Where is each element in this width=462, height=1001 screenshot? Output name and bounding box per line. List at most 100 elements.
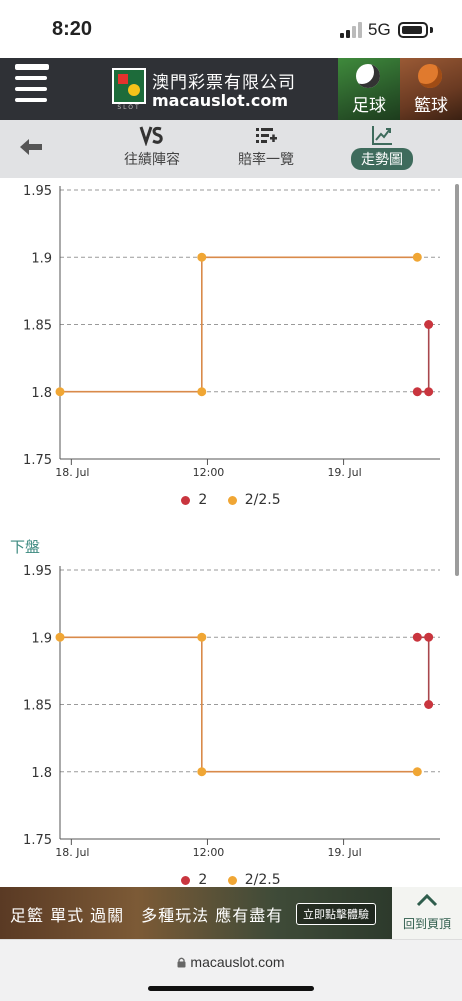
legend-dot <box>181 495 191 505</box>
y-tick-label: 1.85 <box>23 319 52 334</box>
lock-icon <box>177 957 186 968</box>
chart-lower-legend: 2 2/2.5 <box>0 872 462 888</box>
hamburger-icon-bar <box>15 87 47 91</box>
y-tick-label: 1.75 <box>23 833 52 848</box>
logo-domain: macauslot.com <box>152 91 289 110</box>
legend-label: 2/2.5 <box>244 492 281 508</box>
url-text: macauslot.com <box>0 954 462 970</box>
tab-odds[interactable]: 賠率一覽 <box>218 124 314 170</box>
y-tick-label: 1.95 <box>23 564 52 579</box>
trend-icon <box>372 126 392 145</box>
data-point <box>424 632 434 642</box>
home-indicator <box>148 986 314 991</box>
football-button[interactable]: 足球 <box>338 58 400 120</box>
legend-dot <box>181 875 191 885</box>
chevron-up-icon <box>416 893 438 907</box>
battery-tip <box>430 27 433 33</box>
football-label: 足球 <box>352 96 386 116</box>
series-line-orange <box>60 256 418 393</box>
logo-slot-text: SLOT <box>117 104 141 111</box>
chart-lower-svg: 1.75 1.8 1.85 1.9 1.95 18. Jul 12:00 19. Jul <box>23 564 440 859</box>
browser-url-bar[interactable]: macauslot.com <box>0 939 462 1001</box>
tab-label: 賠率一覽 <box>238 152 294 168</box>
x-tick-label: 18. Jul <box>55 466 89 478</box>
basketball-button[interactable]: 籃球 <box>400 58 462 120</box>
data-point <box>55 387 65 397</box>
menu-button[interactable] <box>0 58 62 120</box>
list-add-icon <box>256 128 277 143</box>
x-tick-label: 12:00 <box>193 466 225 478</box>
promo-banner[interactable]: 足籃 單式 過關 多種玩法 應有盡有 立即點擊體驗 <box>0 887 392 939</box>
site-header: SLOT 澳門彩票有限公司 macauslot.com 足球 籃球 <box>0 58 462 120</box>
y-tick-label: 1.8 <box>31 386 52 401</box>
x-tick-label: 18. Jul <box>55 846 89 858</box>
tab-history[interactable]: 往績陣容 <box>104 124 200 170</box>
scrollbar[interactable] <box>455 184 459 576</box>
series-line-red <box>417 636 430 705</box>
data-point <box>424 387 434 397</box>
url-label: macauslot.com <box>190 954 285 970</box>
data-point <box>412 767 422 777</box>
logo-chinese-name: 澳門彩票有限公司 <box>152 73 296 93</box>
data-point <box>412 252 422 262</box>
legend-label: 2 <box>198 872 208 888</box>
status-time: 8:20 <box>52 18 93 40</box>
legend-dot <box>227 875 237 885</box>
vs-icon <box>139 126 163 146</box>
y-tick-label: 1.8 <box>31 766 52 781</box>
legend-label: 2/2.5 <box>244 872 281 888</box>
data-point <box>424 700 434 709</box>
network-label: 5G <box>368 20 391 39</box>
chart-upper: 1.75 1.8 1.85 1.9 1.95 18. Jul 12:00 19. Jul <box>0 178 462 479</box>
data-point <box>197 252 207 262</box>
logo-badge-icon <box>112 68 146 104</box>
basketball-icon <box>418 64 442 88</box>
y-tick-label: 1.75 <box>23 453 52 468</box>
hamburger-icon-bar <box>15 98 47 102</box>
football-icon <box>356 64 380 88</box>
back-to-top-label: 回到頁頂 <box>402 917 451 931</box>
x-tick-label: 19. Jul <box>327 846 361 858</box>
bottom-banner: 足籃 單式 過關 多種玩法 應有盡有 立即點擊體驗 回到頁頂 <box>0 887 462 939</box>
x-tick-label: 19. Jul <box>327 466 361 478</box>
data-point <box>197 387 207 397</box>
chart-upper-legend: 2 2/2.5 <box>0 492 462 508</box>
legend-item[interactable]: 2/2.5 <box>227 492 281 508</box>
tab-trend[interactable]: 走勢圖 <box>334 124 430 170</box>
site-logo[interactable]: SLOT 澳門彩票有限公司 macauslot.com <box>112 66 295 114</box>
legend-item[interactable]: 2/2.5 <box>227 872 281 888</box>
data-point <box>424 320 434 329</box>
notification-dot <box>15 64 49 70</box>
legend-label: 2 <box>198 492 208 508</box>
x-tick-label: 12:00 <box>193 846 225 858</box>
data-point <box>412 632 422 642</box>
signal-icon <box>340 22 362 38</box>
y-tick-label: 1.95 <box>23 184 52 199</box>
legend-item[interactable]: 2 <box>181 872 207 888</box>
y-tick-label: 1.85 <box>23 699 52 714</box>
series-line-orange <box>60 636 418 773</box>
battery-icon <box>398 22 428 38</box>
chart-upper-svg: 1.75 1.8 1.85 1.9 1.95 18. Jul 12:00 19. Jul <box>23 184 440 479</box>
data-point <box>412 387 422 397</box>
y-tick-label: 1.9 <box>31 251 52 266</box>
tab-label: 走勢圖 <box>351 148 413 170</box>
legend-dot <box>227 495 237 505</box>
y-tick-label: 1.9 <box>31 631 52 646</box>
back-arrow-icon[interactable] <box>18 136 44 158</box>
section-title-lower: 下盤 <box>10 538 41 556</box>
data-point <box>55 632 65 642</box>
chart-lower: 1.75 1.8 1.85 1.9 1.95 18. Jul 12:00 19. Jul <box>0 558 462 859</box>
hamburger-icon-bar <box>15 76 47 80</box>
series-line-red <box>417 324 430 393</box>
data-point <box>197 632 207 642</box>
promo-text: 足籃 單式 過關 多種玩法 應有盡有 <box>10 906 284 925</box>
promo-cta-button[interactable]: 立即點擊體驗 <box>296 903 376 925</box>
status-bar: 8:20 5G <box>0 0 462 58</box>
basketball-label: 籃球 <box>414 96 448 116</box>
legend-item[interactable]: 2 <box>181 492 207 508</box>
back-to-top-button[interactable]: 回到頁頂 <box>392 887 462 939</box>
data-point <box>197 767 207 777</box>
tab-bar: 往績陣容 賠率一覽 走勢圖 <box>0 120 462 178</box>
tab-label: 往績陣容 <box>124 152 180 168</box>
